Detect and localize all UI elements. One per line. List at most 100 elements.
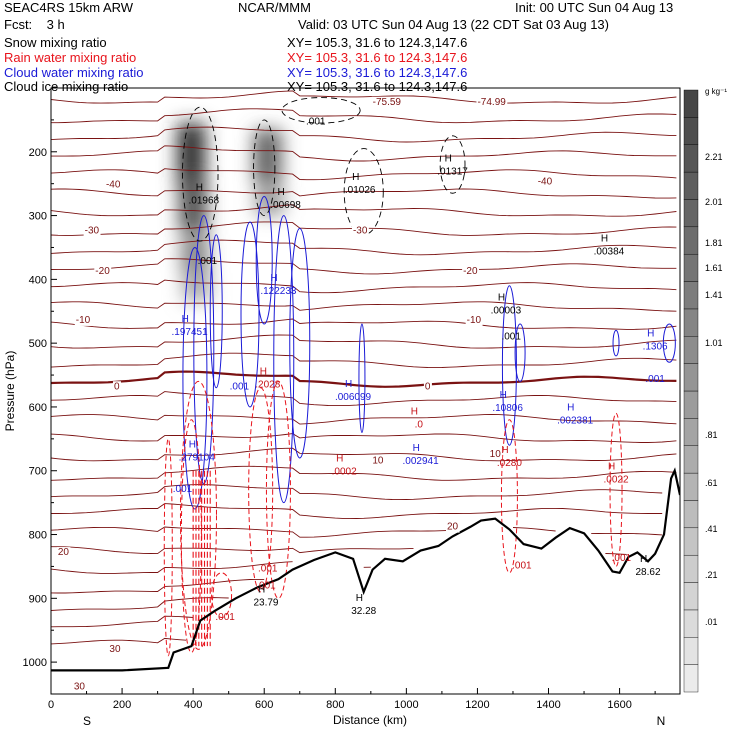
field-name-cloud-water: Cloud water mixing ratio xyxy=(4,65,144,80)
cloud-water-max-label-h-marker: H xyxy=(345,379,352,390)
field-name-rain: Rain water mixing ratio xyxy=(4,50,137,65)
isotherm xyxy=(51,615,194,628)
snow-max-label-h-marker: H xyxy=(352,172,359,183)
isotherm-label: 20 xyxy=(447,522,459,533)
isotherm xyxy=(51,561,371,574)
isotherm-label-bg xyxy=(108,644,122,656)
surface-pressure-label-h-marker: H xyxy=(258,585,265,596)
cloud-water-contour xyxy=(514,323,526,382)
cloud-water-max-label-h-marker: H xyxy=(413,443,420,454)
isotherm-label: -74.99 xyxy=(477,97,506,108)
cloud-water-contour xyxy=(182,246,208,510)
isotherm-label-bg xyxy=(74,314,92,326)
snow-max-label-h-marker: H xyxy=(498,292,505,303)
colorbar-cell xyxy=(683,527,699,556)
isotherm-label-bg xyxy=(351,225,369,237)
isotherm-label: -20 xyxy=(463,266,478,277)
rain-contour xyxy=(265,380,291,599)
cloud-water-contour xyxy=(209,234,223,389)
forecast-hour: Fcst: 3 h xyxy=(4,17,65,32)
isotherm-label-bg xyxy=(83,225,101,237)
snow-max-label-h-marker: H xyxy=(196,183,203,194)
isotherm-label: 20 xyxy=(58,547,70,558)
cloud-water-max-label-h-marker: H xyxy=(182,314,189,325)
field-name-snow: Snow mixing ratio xyxy=(4,35,107,50)
cloud-water-contour xyxy=(193,215,215,484)
y-tick-label: 1000 xyxy=(23,657,47,669)
ice-contour-label: .001 xyxy=(306,117,326,128)
y-tick-label: 300 xyxy=(29,211,47,223)
isotherm-label: -20 xyxy=(95,266,110,277)
y-tick-label: 400 xyxy=(29,274,47,286)
isotherm-label-bg xyxy=(94,265,112,277)
isotherm-label: -10 xyxy=(76,315,91,326)
colorbar-cell xyxy=(683,609,699,638)
field-xy-rain: XY= 105.3, 31.6 to 124.3,147.6 xyxy=(287,50,468,65)
isotherm-label: -40 xyxy=(538,176,553,187)
isotherm xyxy=(51,90,677,104)
isotherm xyxy=(51,352,677,369)
colorbar-cell xyxy=(683,554,699,583)
y-tick-label: 800 xyxy=(29,530,47,542)
isotherm xyxy=(51,391,677,407)
colorbar-cell xyxy=(683,336,699,364)
colorbar-cell xyxy=(683,472,699,501)
colorbar-label: .01 xyxy=(705,617,718,627)
isotherm xyxy=(51,108,677,124)
zero-degree-isotherm xyxy=(51,370,677,388)
isotherm-label: -30 xyxy=(353,226,368,237)
colorbar-cell xyxy=(683,445,699,474)
colorbar-label: .41 xyxy=(705,524,718,534)
snow-shade-column xyxy=(179,177,208,232)
y-axis-label: Pressure (hPa) xyxy=(3,351,17,432)
isotherm-label: -30 xyxy=(85,226,100,237)
colorbar-label: .21 xyxy=(705,570,718,580)
isotherm xyxy=(51,258,677,275)
colorbar-cell xyxy=(683,281,699,310)
isotherm xyxy=(51,188,677,199)
rain-max-label: .2028 xyxy=(255,379,280,390)
rain-max-label-h-marker: H xyxy=(411,407,418,418)
isotherm xyxy=(51,503,663,520)
cloud-water-max-label-h-marker: H xyxy=(647,329,654,340)
field-name-cloud-ice: Cloud ice mixing ratio xyxy=(4,79,129,94)
cloud-water-contour xyxy=(501,285,517,446)
isotherm xyxy=(51,547,648,556)
colorbar-cell xyxy=(683,89,699,118)
cloud-water-max-label: .279104 xyxy=(179,453,216,464)
cloud-water-max-label: .001 xyxy=(645,374,665,385)
cloud-water-max-label: .122233 xyxy=(260,286,297,297)
isotherm-label-bg xyxy=(56,547,71,559)
isotherm xyxy=(51,279,677,294)
cloud-water-max-label: .002381 xyxy=(557,416,594,427)
colorbar-cell xyxy=(683,582,699,611)
isotherm-label-bg xyxy=(465,314,483,326)
rain-max-label-h-marker: H xyxy=(260,366,267,377)
colorbar-cell xyxy=(683,637,699,665)
cloud-water-contour xyxy=(289,227,311,459)
surface-pressure-label: 23.79 xyxy=(253,598,278,609)
ice-contour-label: .001 xyxy=(198,256,218,267)
colorbar-cell xyxy=(683,363,699,392)
y-tick-label: 900 xyxy=(29,593,47,605)
rain-contour xyxy=(609,412,623,567)
colorbar-label: 2.21 xyxy=(705,152,723,162)
cloud-water-max-label: .006099 xyxy=(335,392,372,403)
rain-max-label-h-marker: H xyxy=(608,461,615,472)
snow-max-label: .01968 xyxy=(189,196,220,207)
rain-max-label: .001 xyxy=(256,580,276,591)
rain-max-label-h-marker: H xyxy=(501,445,508,456)
isotherm xyxy=(51,168,677,181)
x-tick-label: 0 xyxy=(48,699,54,711)
rain-contour xyxy=(179,380,217,650)
rain-max-label: .001 xyxy=(258,564,278,575)
cloud-water-contour xyxy=(662,323,676,363)
isotherm-label: 10 xyxy=(372,455,384,466)
rain-max-label: .001 xyxy=(512,561,532,572)
cloud-ice-contour xyxy=(439,135,466,194)
isotherm xyxy=(51,239,677,256)
isotherm xyxy=(51,126,677,143)
isotherm-label: -10 xyxy=(467,315,482,326)
cloud-water-max-label-h-marker: H xyxy=(189,440,196,451)
isotherm-label-bg xyxy=(476,96,508,108)
